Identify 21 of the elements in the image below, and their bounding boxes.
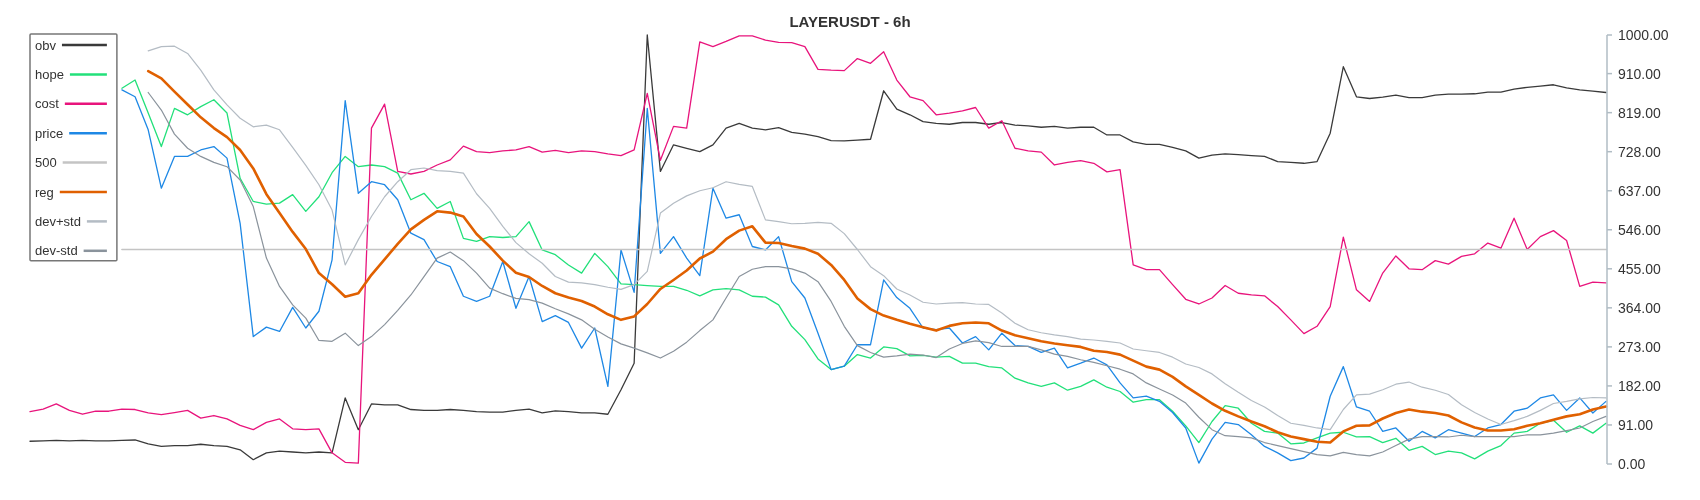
- legend-label: dev+std: [35, 213, 81, 229]
- legend-label: reg: [35, 184, 54, 200]
- y-tick-label: 0.00: [1618, 456, 1646, 472]
- y-tick-label: 910.00: [1618, 65, 1662, 82]
- y-tick-label: 637.00: [1618, 182, 1662, 199]
- legend-label: cost: [35, 96, 60, 112]
- legend-label: obv: [35, 37, 57, 53]
- y-tick-label: 273.00: [1618, 338, 1662, 355]
- y-tick-label: 1000.00: [1618, 27, 1669, 43]
- y-tick-label: 819.00: [1618, 104, 1662, 121]
- legend-label: hope: [35, 66, 64, 82]
- chart-title: LAYERUSDT - 6h: [789, 12, 911, 30]
- y-tick-label: 455.00: [1618, 260, 1662, 277]
- y-tick-label: 182.00: [1618, 377, 1662, 394]
- legend-label: 500: [35, 155, 57, 171]
- y-tick-label: 546.00: [1618, 221, 1662, 238]
- y-tick-label: 728.00: [1618, 143, 1662, 160]
- legend-label: dev-std: [35, 243, 78, 259]
- y-tick-label: 91.00: [1618, 416, 1654, 433]
- legend-label: price: [35, 125, 64, 141]
- y-tick-label: 364.00: [1618, 299, 1662, 316]
